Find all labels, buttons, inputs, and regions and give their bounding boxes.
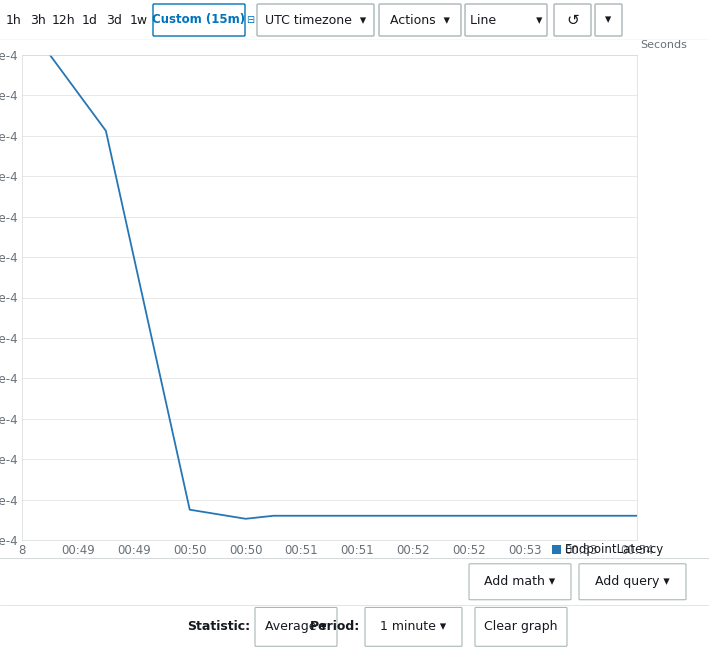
Text: EndpointLatency: EndpointLatency (565, 542, 664, 555)
Text: Actions  ▾: Actions ▾ (390, 14, 450, 26)
FancyBboxPatch shape (365, 607, 462, 646)
Text: Line          ▾: Line ▾ (470, 14, 542, 26)
Text: 3d: 3d (106, 14, 122, 26)
Text: Statistic:: Statistic: (187, 620, 250, 633)
FancyBboxPatch shape (469, 564, 571, 600)
Text: Average ▾: Average ▾ (265, 620, 327, 633)
Text: ⊟: ⊟ (246, 15, 254, 25)
FancyBboxPatch shape (465, 4, 547, 36)
Text: Period:: Period: (310, 620, 360, 633)
Text: Clear graph: Clear graph (484, 620, 558, 633)
Text: 1d: 1d (82, 14, 98, 26)
Text: ↺: ↺ (566, 12, 579, 28)
FancyBboxPatch shape (579, 564, 686, 600)
FancyBboxPatch shape (257, 4, 374, 36)
Text: 3h: 3h (30, 14, 46, 26)
Text: 12h: 12h (52, 14, 76, 26)
Bar (552, 544, 561, 553)
FancyBboxPatch shape (554, 4, 591, 36)
FancyBboxPatch shape (595, 4, 622, 36)
Text: Add query ▾: Add query ▾ (595, 575, 670, 588)
Text: 1h: 1h (6, 14, 22, 26)
Text: Custom (15m): Custom (15m) (152, 14, 245, 26)
FancyBboxPatch shape (379, 4, 461, 36)
FancyBboxPatch shape (475, 607, 567, 646)
Text: 1 minute ▾: 1 minute ▾ (381, 620, 447, 633)
Text: Add math ▾: Add math ▾ (484, 575, 556, 588)
FancyBboxPatch shape (153, 4, 245, 36)
Text: 1w: 1w (130, 14, 148, 26)
Text: UTC timezone  ▾: UTC timezone ▾ (265, 14, 366, 26)
FancyBboxPatch shape (255, 607, 337, 646)
Text: Seconds: Seconds (640, 40, 687, 50)
Text: ▾: ▾ (605, 14, 612, 26)
